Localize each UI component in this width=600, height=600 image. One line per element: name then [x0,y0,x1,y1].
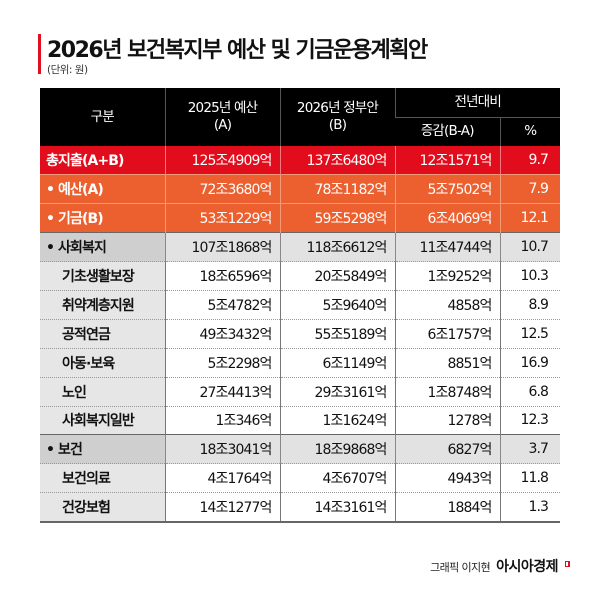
cell-pct: 9.7 [499,146,561,175]
cell-2025: 53조1229억 [164,203,280,233]
table-row-budget: • 예산(A) 72조3680억 78조1182억 5조7502억 7.9 [40,174,561,204]
cell-2025: 49조3432억 [164,318,280,349]
table-row: 취약계층지원 5조4782억 5조9640억 4858억 8.9 [40,289,561,320]
row-label: 사회복지일반 [40,405,165,435]
header-2025-line1: 2025년 예산 [187,100,258,116]
cell-2026: 18조9868억 [279,434,395,464]
cell-2026: 14조3161억 [279,492,395,523]
cell-diff: 1884억 [394,492,500,523]
brand-logo-text: 아시아경제 [496,559,558,575]
row-label: • 예산(A) [40,174,165,204]
cell-pct: 16.9 [499,347,561,378]
table-row: 기초생활보장 18조6596억 20조5849억 1조9252억 10.3 [40,261,561,291]
row-label: 아동·보육 [40,347,165,378]
header-2025-budget: 2025년 예산 (A) [164,88,280,146]
cell-diff: 4858억 [394,289,500,320]
table-row-social-welfare: • 사회복지 107조1868억 118조6612억 11조4744억 10.7 [40,232,561,262]
row-label: 공적연금 [40,318,165,349]
cell-2026: 29조3161억 [279,376,395,407]
cell-diff: 11조4744억 [394,232,500,262]
row-label: 건강보험 [40,492,165,523]
page-title: 2026년 보건복지부 예산 및 기금운용계획안 [47,38,428,63]
brand-mark-icon [565,561,570,567]
cell-2025: 1조346억 [164,405,280,435]
header-pct: % [499,116,561,146]
header-2026-line1: 2026년 정부안 [296,100,379,116]
table-row: 공적연금 49조3432억 55조5189억 6조1757억 12.5 [40,318,561,349]
cell-2026: 59조5298억 [279,203,395,233]
cell-diff: 5조7502억 [394,174,500,204]
cell-pct: 10.7 [499,232,561,262]
row-label: • 기금(B) [40,203,165,233]
cell-2026: 5조9640억 [279,289,395,320]
cell-2026: 137조6480억 [279,146,395,175]
cell-2026: 1조1624억 [279,405,395,435]
cell-2025: 18조3041억 [164,434,280,464]
cell-2025: 5조4782억 [164,289,280,320]
cell-diff: 8851억 [394,347,500,378]
cell-diff: 1조8748억 [394,376,500,407]
row-label: • 보건 [40,434,165,464]
table-row-total: 총지출(A+B) 125조4909억 137조6480억 12조1571억 9.… [40,146,561,175]
table-row: 사회복지일반 1조346억 1조1624억 1278억 12.3 [40,405,561,435]
row-label: 기초생활보장 [40,261,165,291]
budget-table: 구분 2025년 예산 (A) 2026년 정부안 (B) 전년대비 증감(B-… [40,88,561,523]
cell-diff: 6827억 [394,434,500,464]
header-2026-line2: (B) [328,117,347,133]
cell-diff: 1278억 [394,405,500,435]
cell-pct: 3.7 [499,434,561,464]
cell-diff: 6조4069억 [394,203,500,233]
header-2025-line2: (A) [213,117,232,133]
cell-2025: 125조4909억 [164,146,280,175]
cell-diff: 4943억 [394,463,500,493]
graphic-credit: 그래픽 이지현 [430,561,491,574]
cell-pct: 12.1 [499,203,561,233]
cell-2025: 4조1764억 [164,463,280,493]
cell-pct: 12.3 [499,405,561,435]
table-row: 건강보험 14조1277억 14조3161억 1884억 1.3 [40,492,561,523]
cell-2026: 4조6707억 [279,463,395,493]
row-label: 총지출(A+B) [40,146,165,175]
table-body: 총지출(A+B) 125조4909억 137조6480억 12조1571억 9.… [40,146,561,523]
credit-line: 그래픽 이지현 아시아경제 [430,556,570,576]
header-diff: 증감(B-A) [395,116,500,146]
row-label: 노인 [40,376,165,407]
unit-note: (단위: 원) [47,64,88,76]
table-row-health: • 보건 18조3041억 18조9868억 6827억 3.7 [40,434,561,464]
cell-2025: 27조4413억 [164,376,280,407]
cell-2025: 14조1277억 [164,492,280,523]
cell-2025: 107조1868억 [164,232,280,262]
header-category: 구분 [40,88,165,146]
title-accent-bar [38,34,41,74]
cell-2025: 72조3680억 [164,174,280,204]
cell-2026: 78조1182억 [279,174,395,204]
cell-pct: 10.3 [499,261,561,291]
cell-diff: 6조1757억 [394,318,500,349]
cell-2026: 20조5849억 [279,261,395,291]
cell-pct: 6.8 [499,376,561,407]
row-label: • 사회복지 [40,232,165,262]
cell-2026: 55조5189억 [279,318,395,349]
row-label: 보건의료 [40,463,165,493]
cell-2026: 118조6612억 [279,232,395,262]
table-row: 노인 27조4413억 29조3161억 1조8748억 6.8 [40,376,561,407]
cell-pct: 8.9 [499,289,561,320]
cell-2025: 5조2298억 [164,347,280,378]
row-label: 취약계층지원 [40,289,165,320]
table-row-fund: • 기금(B) 53조1229억 59조5298억 6조4069억 12.1 [40,203,561,233]
table-row: 보건의료 4조1764억 4조6707억 4943억 11.8 [40,463,561,493]
cell-2026: 6조1149억 [279,347,395,378]
header-2026-proposal: 2026년 정부안 (B) [279,88,395,146]
cell-pct: 11.8 [499,463,561,493]
header-yoy-group: 전년대비 [394,88,561,117]
cell-2025: 18조6596억 [164,261,280,291]
table-row: 아동·보육 5조2298억 6조1149억 8851억 16.9 [40,347,561,378]
cell-pct: 12.5 [499,318,561,349]
table-header: 구분 2025년 예산 (A) 2026년 정부안 (B) 전년대비 증감(B-… [40,88,561,146]
cell-diff: 12조1571억 [394,146,500,175]
cell-diff: 1조9252억 [394,261,500,291]
cell-pct: 1.3 [499,492,561,523]
cell-pct: 7.9 [499,174,561,204]
